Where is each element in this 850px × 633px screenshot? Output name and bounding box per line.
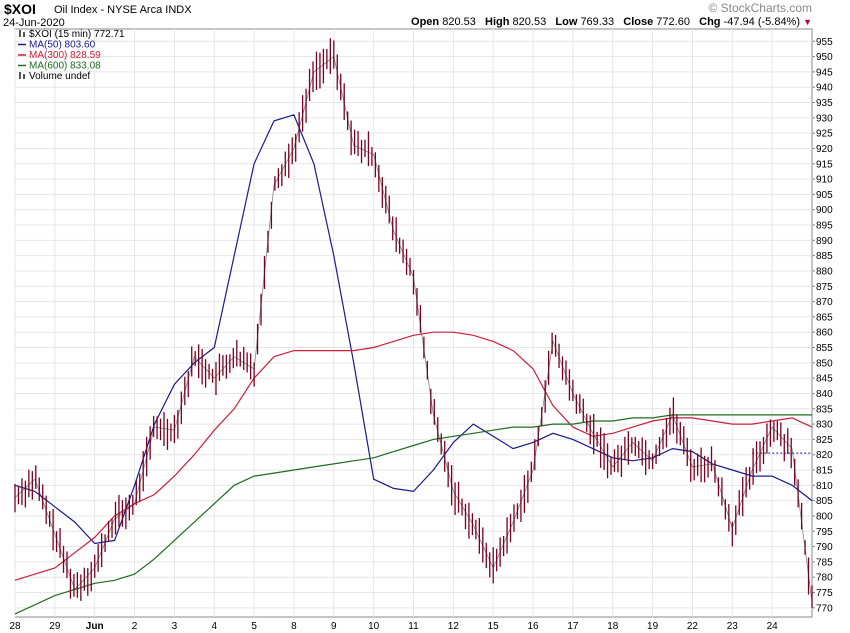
x-tick-label: 11 [408,621,419,632]
legend-swatch [23,74,25,79]
y-tick-label: 835 [816,404,833,415]
x-tick-label: 17 [567,621,579,632]
x-tick-label: 5 [251,621,257,632]
chg-value: -47.94 (-5.84%) [723,16,801,28]
y-tick-label: 845 [816,374,833,385]
x-tick-label: Jun [86,621,104,632]
y-tick-label: 800 [816,511,833,522]
open-value: 820.53 [442,16,476,28]
y-tick-label: 860 [816,328,833,339]
x-tick-label: 22 [687,621,699,632]
y-tick-label: 930 [816,113,833,124]
y-tick-label: 770 [816,603,833,614]
y-tick-label: 875 [816,282,833,293]
y-tick-label: 825 [816,435,833,446]
y-tick-label: 810 [816,481,833,492]
price-line [14,55,813,602]
x-tick-label: 3 [172,621,178,632]
y-tick-label: 910 [816,175,833,186]
series-line-ma-300- [14,331,813,581]
x-tick-label: 8 [291,621,297,632]
legend-entry: Volume undef [29,71,90,82]
ohlc-summary: Open 820.53 High 820.53 Low 769.33 Close… [411,16,812,28]
x-tick-label: 10 [368,621,380,632]
high-label: High [485,16,510,28]
legend-swatch [19,72,21,79]
legend-entry: $XOI (15 min) 772.71 [29,29,125,40]
x-tick-label: 2 [132,621,138,632]
y-tick-label: 905 [816,190,833,201]
y-tick-label: 795 [816,527,833,538]
y-tick-label: 815 [816,466,833,477]
y-tick-label: 895 [816,221,833,232]
x-tick-label: 19 [647,621,659,632]
open-label: Open [411,16,440,28]
legend-entry: MA(600) 833.08 [29,61,101,72]
y-tick-label: 805 [816,496,833,507]
x-tick-label: 12 [448,621,460,632]
x-tick-label: 4 [211,621,217,632]
close-value: 772.60 [656,16,690,28]
series-line-ma-600- [14,414,812,615]
y-tick-label: 955 [816,37,833,48]
legend-entry: MA(50) 803.60 [29,40,96,51]
series-line-ma-50- [14,114,813,545]
y-tick-label: 935 [816,98,833,109]
y-tick-label: 945 [816,67,833,78]
y-tick-label: 890 [816,236,833,247]
x-tick-label: 18 [607,621,619,632]
y-tick-label: 940 [816,83,833,94]
symbol-title: $XOI [4,1,36,17]
watermark: © StockCharts.com [708,1,812,15]
x-tick-label: 15 [488,621,500,632]
down-arrow-icon: ▼ [803,17,812,27]
x-tick-label: 28 [9,621,21,632]
y-tick-label: 780 [816,573,833,584]
y-tick-label: 915 [816,159,833,170]
y-tick-label: 865 [816,312,833,323]
y-tick-label: 900 [816,205,833,216]
y-tick-label: 920 [816,144,833,155]
y-tick-label: 950 [816,52,833,63]
y-tick-label: 775 [816,588,833,599]
legend-swatch [23,32,25,37]
y-tick-label: 870 [816,297,833,308]
chart-date: 24-Jun-2020 [3,17,65,29]
low-value: 769.33 [580,16,615,28]
y-tick-label: 785 [816,557,833,568]
y-tick-label: 885 [816,251,833,262]
x-tick-label: 29 [49,621,61,632]
chg-label: Chg [699,16,721,28]
y-tick-label: 820 [816,450,833,461]
y-tick-label: 830 [816,420,833,431]
y-tick-label: 790 [816,542,833,553]
index-description: Oil Index - NYSE Arca INDX [54,4,192,16]
y-tick-label: 840 [816,389,833,400]
x-tick-label: 9 [331,621,337,632]
y-tick-label: 850 [816,358,833,369]
close-label: Close [623,16,654,28]
high-value: 820.53 [512,16,547,28]
legend-swatch [19,30,21,37]
y-tick-label: 855 [816,343,833,354]
y-tick-label: 925 [816,129,833,140]
x-tick-label: 24 [767,621,779,632]
x-tick-label: 16 [527,621,539,632]
y-tick-label: 880 [816,266,833,277]
low-label: Low [555,16,578,28]
x-tick-label: 23 [727,621,739,632]
legend-entry: MA(300) 828.59 [29,50,101,61]
